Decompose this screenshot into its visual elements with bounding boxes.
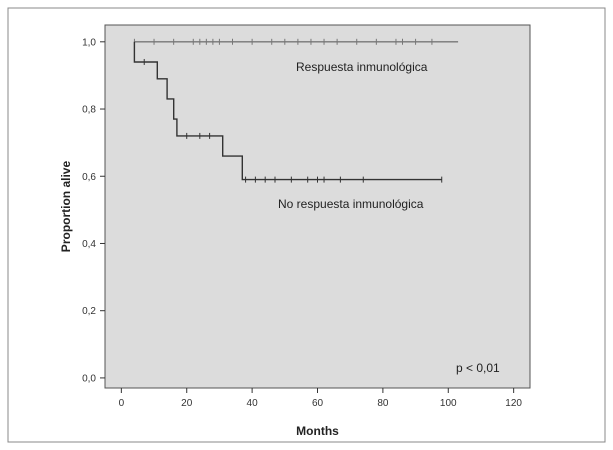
x-axis: 0 20 40 60 80 100 120 [119,388,522,409]
x-tick-label: 80 [377,398,389,409]
x-tick-label: 20 [181,398,193,409]
y-tick-label: 1,0 [82,37,96,48]
y-axis: 0,0 0,2 0,4 0,6 0,8 1,0 [82,37,105,384]
y-tick-label: 0,6 [82,172,96,183]
series-layer [133,38,459,183]
x-tick-label: 100 [440,398,457,409]
y-tick-label: 0,0 [82,373,96,384]
y-tick-label: 0,8 [82,105,96,116]
y-axis-title: Proportion alive [59,161,73,253]
x-axis-title: Months [296,424,339,438]
p-value-label: p < 0,01 [456,361,500,375]
label-no-respuesta: No respuesta inmunológica [278,197,424,211]
label-respuesta: Respuesta inmunológica [296,60,428,74]
y-tick-label: 0,2 [82,306,96,317]
x-tick-label: 60 [312,398,324,409]
y-tick-label: 0,4 [82,239,96,250]
plot-area [104,24,531,389]
x-tick-label: 120 [505,398,522,409]
x-tick-label: 0 [119,398,125,409]
x-tick-label: 40 [247,398,259,409]
series-line-2 [133,41,442,181]
